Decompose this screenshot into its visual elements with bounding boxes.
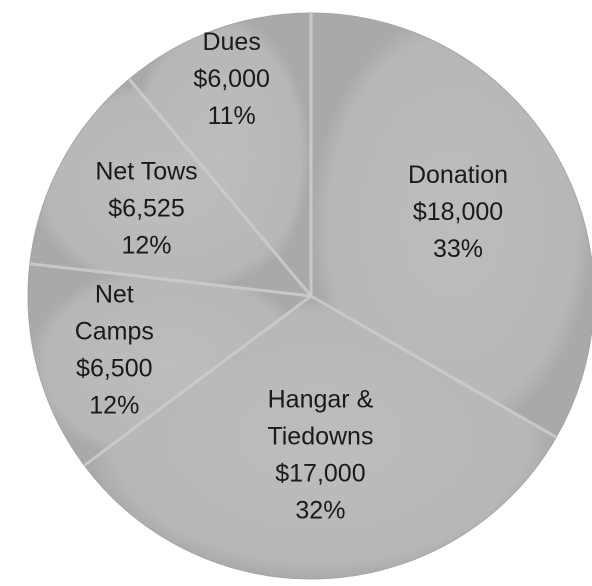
slice-label-dues: Dues $6,000 11% — [193, 28, 269, 130]
slice-label-net-tows: Net Tows $6,525 12% — [95, 158, 197, 260]
slice-divider — [29, 262, 312, 298]
slice-divider — [83, 294, 312, 467]
slice-divider — [128, 78, 313, 297]
pie-slice-donation — [310, 12, 592, 438]
pie-slice-hangar-tiedowns — [83, 295, 557, 580]
pie-slice-net-camps — [27, 263, 313, 467]
slice-label-net-camps: Net Camps $6,500 12% — [75, 281, 154, 420]
slice-label-hangar-tiedowns: Hangar & Tiedowns $17,000 32% — [267, 386, 373, 525]
slice-divider — [310, 294, 557, 439]
pie-slice-net-tows — [29, 78, 313, 297]
pie-slice-dues — [128, 12, 312, 298]
slice-label-donation: Donation $18,000 33% — [408, 161, 508, 263]
